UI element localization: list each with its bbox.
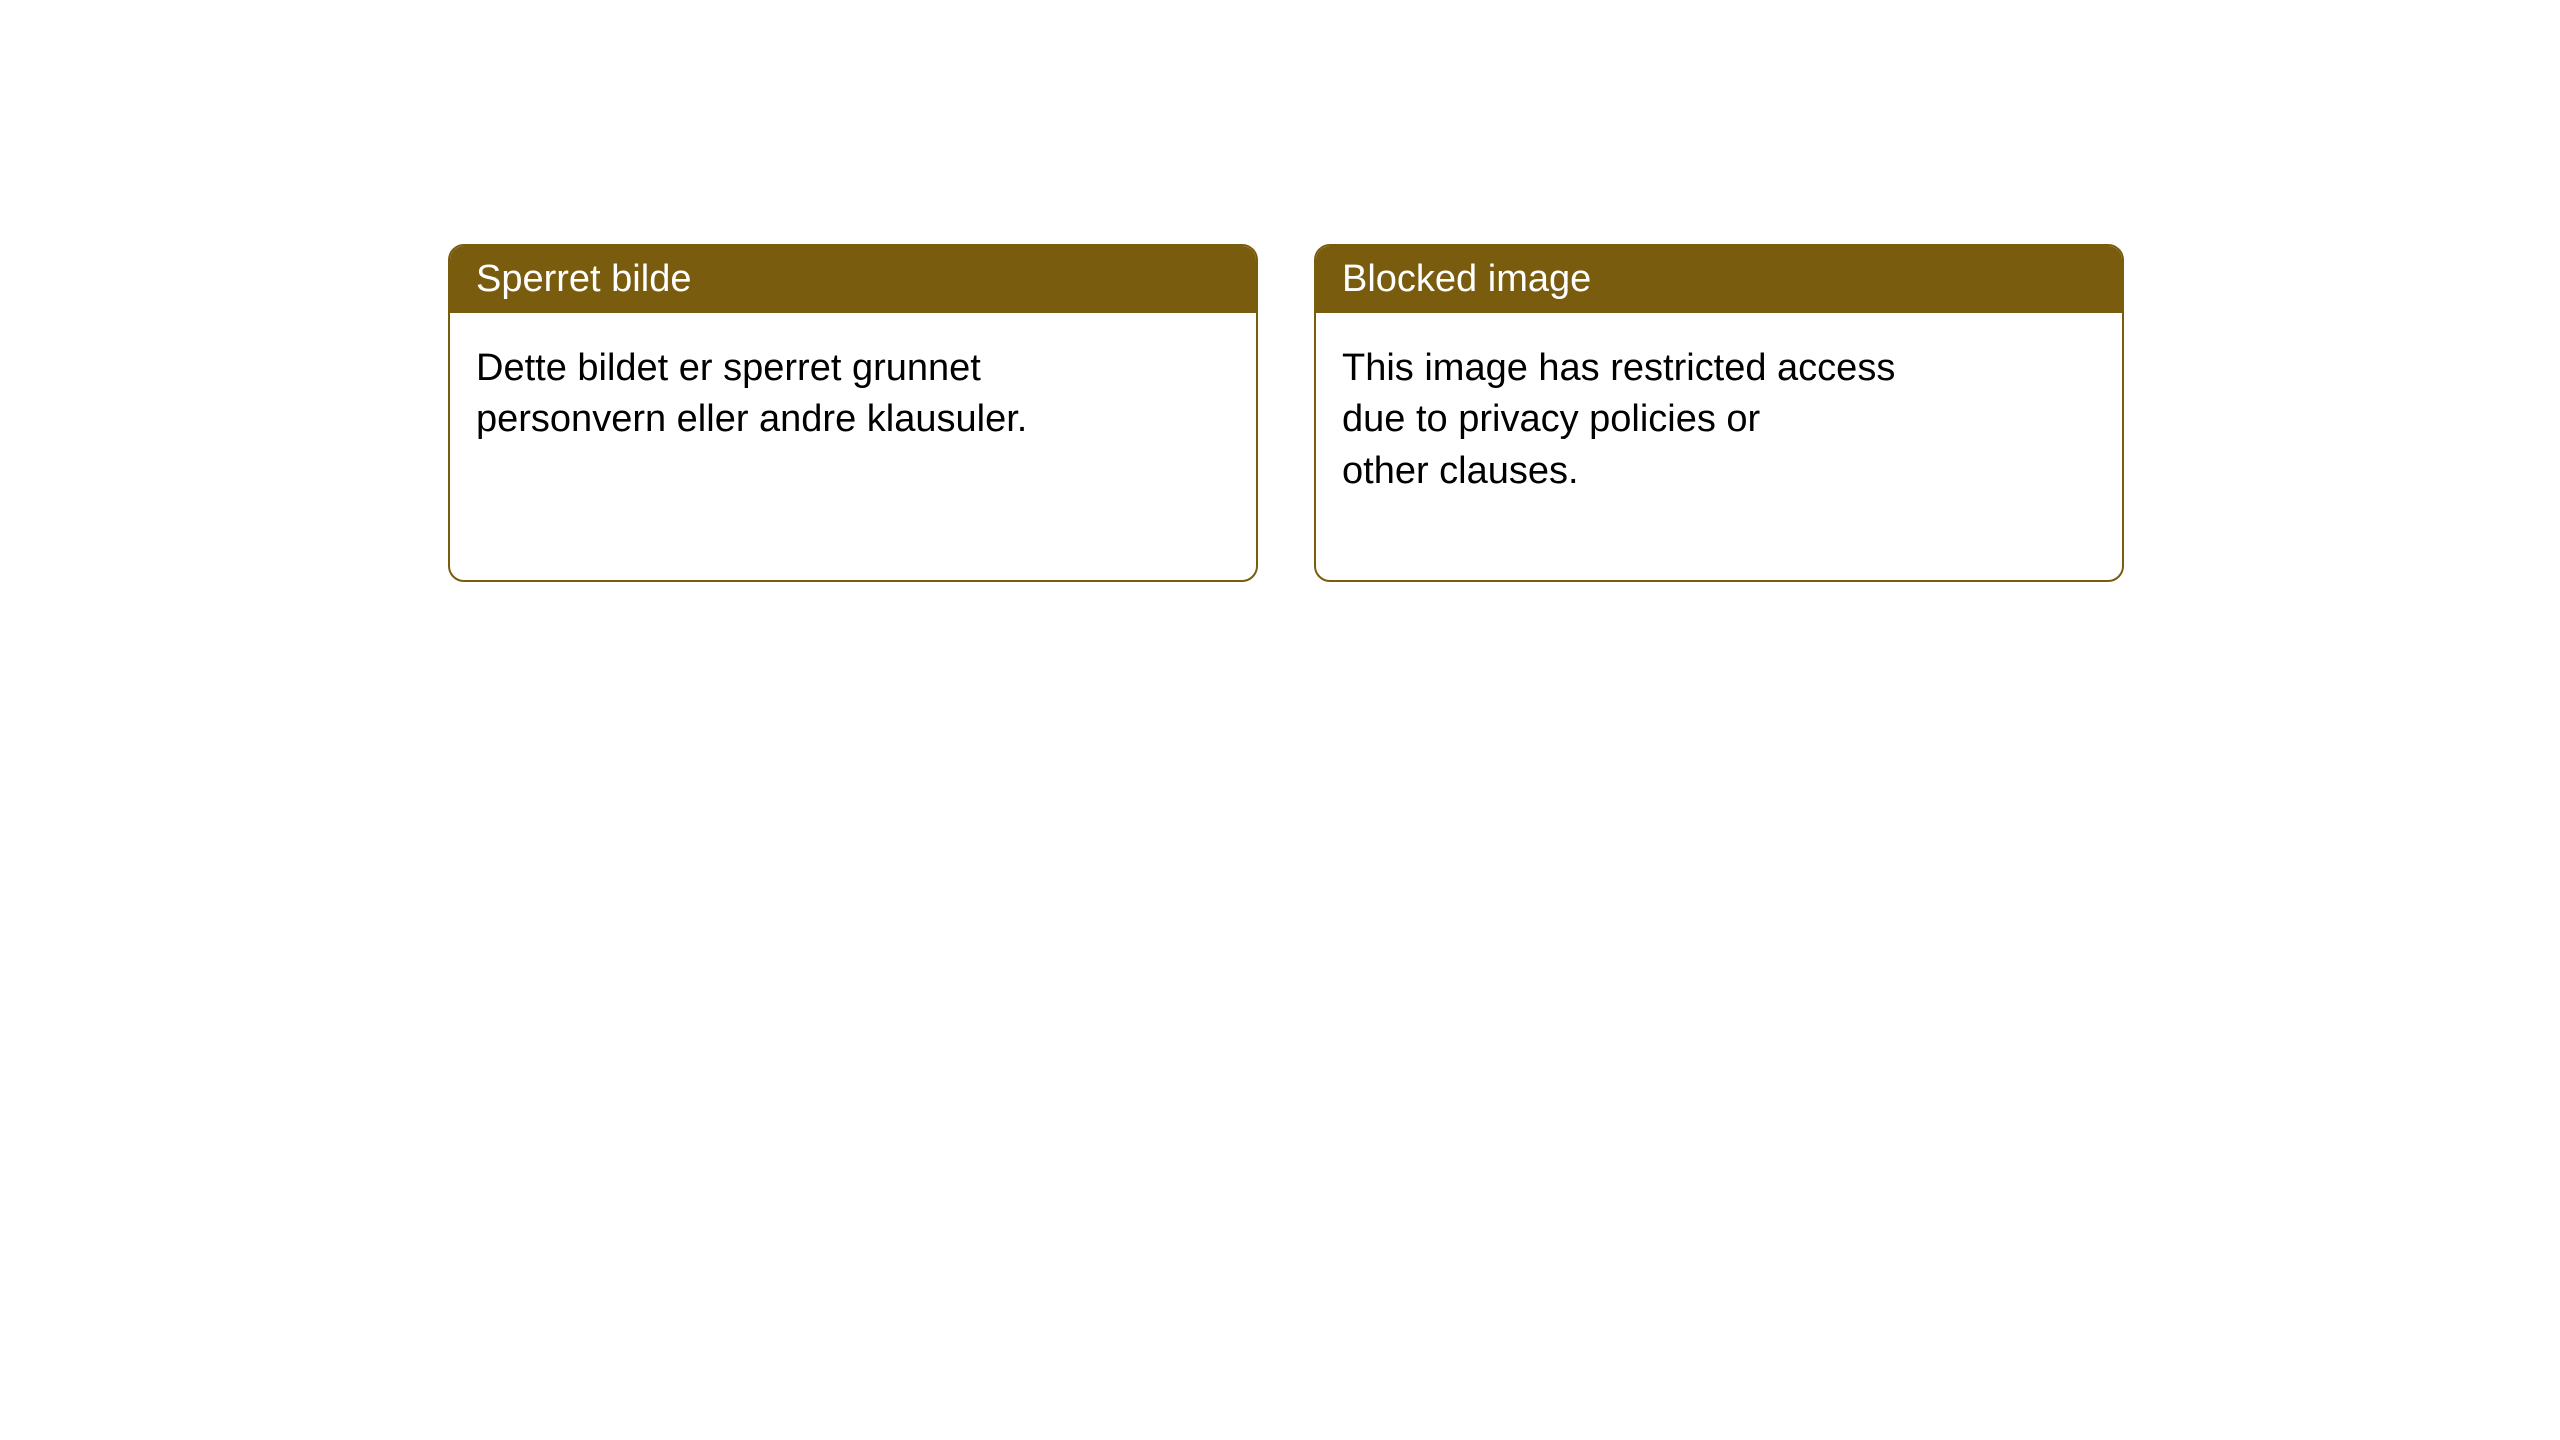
notice-box-english: Blocked image This image has restricted … xyxy=(1314,244,2124,582)
notice-header: Blocked image xyxy=(1316,246,2122,313)
notice-body: Dette bildet er sperret grunnet personve… xyxy=(450,313,1256,476)
notice-body: This image has restricted access due to … xyxy=(1316,313,2122,527)
notices-container: Sperret bilde Dette bildet er sperret gr… xyxy=(448,244,2124,582)
notice-header: Sperret bilde xyxy=(450,246,1256,313)
notice-box-norwegian: Sperret bilde Dette bildet er sperret gr… xyxy=(448,244,1258,582)
